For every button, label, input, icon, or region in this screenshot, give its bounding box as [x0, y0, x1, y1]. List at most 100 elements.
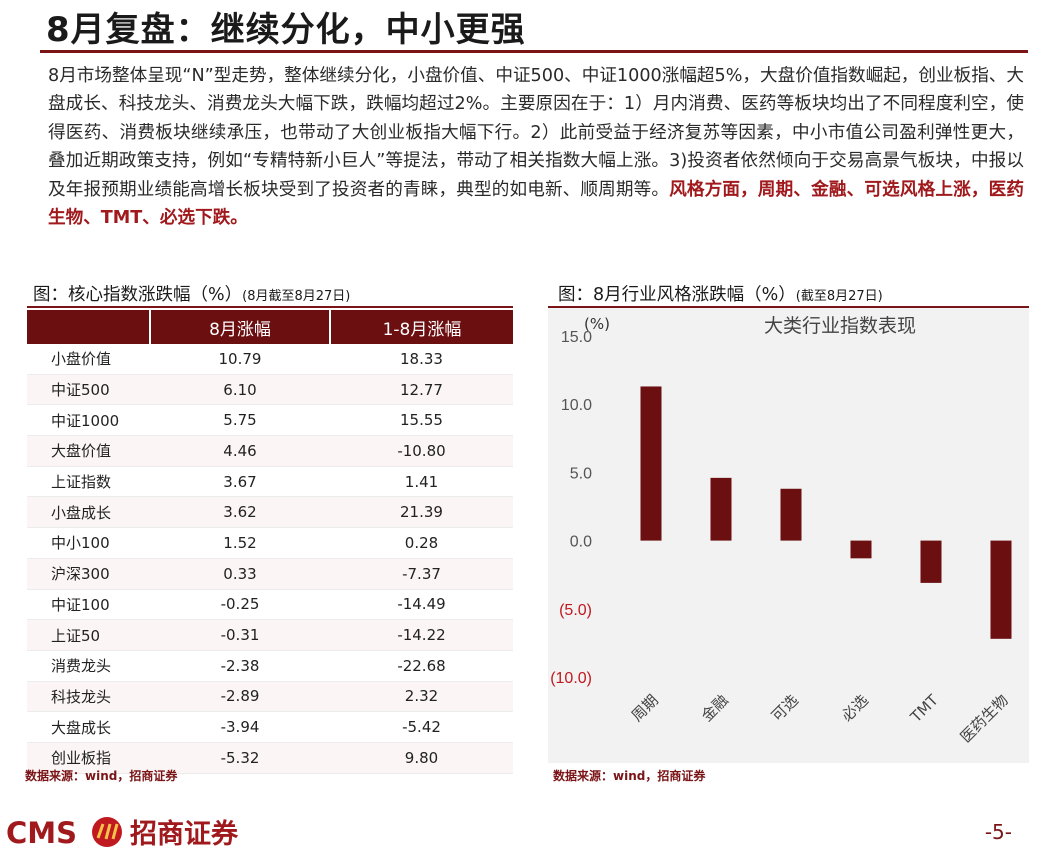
- bar-可选: [780, 488, 802, 541]
- table-row: 消费龙头 -2.38 -22.68: [27, 650, 513, 682]
- chart-source: 数据来源：wind，招商证券: [553, 769, 706, 783]
- cell-name: 小盘价值: [27, 344, 150, 375]
- cell-ytd: 9.80: [330, 742, 513, 774]
- cell-name: 上证指数: [27, 466, 150, 498]
- table-row: 中证500 6.10 12.77: [27, 374, 513, 406]
- table-row: 创业板指 -5.32 9.80: [27, 742, 513, 774]
- cell-aug: 5.75: [150, 404, 330, 437]
- bars: [640, 386, 1012, 639]
- table-row: 上证50 -0.31 -14.22: [27, 619, 513, 651]
- cell-aug: 1.52: [150, 527, 330, 559]
- cell-aug: -3.94: [150, 711, 330, 743]
- cell-aug: -5.32: [150, 742, 330, 774]
- brand-emblem-mark-icon: [96, 823, 119, 840]
- table-source: 数据来源：wind，招商证券: [25, 769, 178, 783]
- bar-chart: 大类行业指数表现 (%) 15.0 10.0 5.0 0.0 (5.0) (10.0) 周…: [550, 315, 1012, 747]
- cell-ytd: 12.77: [330, 374, 513, 406]
- cell-ytd: 2.32: [330, 681, 513, 713]
- x-category-label: 可选: [768, 691, 802, 725]
- page-number: -5-: [984, 820, 1012, 844]
- cell-aug: 3.62: [150, 496, 330, 529]
- table-row: 大盘价值 4.46 -10.80: [27, 435, 513, 467]
- summary-paragraph: 8月市场整体呈现“N”型走势，整体继续分化，小盘价值、中证500、中证1000涨…: [48, 62, 1024, 232]
- cell-ytd: -5.42: [330, 711, 513, 743]
- summary-text: 8月市场整体呈现“N”型走势，整体继续分化，小盘价值、中证500、中证1000涨…: [48, 66, 1024, 200]
- table-row: 中小100 1.52 0.28: [27, 527, 513, 559]
- cell-ytd: 18.33: [330, 344, 513, 375]
- cell-aug: 3.67: [150, 466, 330, 498]
- cell-ytd: -22.68: [330, 650, 513, 682]
- table-row: 科技龙头 -2.89 2.32: [27, 681, 513, 713]
- y-tick-label: 5.0: [570, 465, 592, 482]
- bar-医药生物: [990, 540, 1012, 639]
- cell-ytd: 21.39: [330, 496, 513, 529]
- cell-name: 创业板指: [27, 742, 150, 774]
- title-divider: [40, 50, 1028, 53]
- table-row: 上证指数 3.67 1.41: [27, 466, 513, 498]
- chart-panel-title: 图：8月行业风格涨跌幅（%）(截至8月27日): [558, 281, 883, 306]
- y-tick-label: 0.0: [570, 534, 592, 551]
- brand-en: CMS: [6, 816, 77, 850]
- table-row: 大盘成长 -3.94 -5.42: [27, 711, 513, 743]
- x-category-label: 必选: [838, 691, 872, 725]
- table-header-row: 8月涨幅 1-8月涨幅: [27, 310, 513, 344]
- chart-subtitle: (截至8月27日): [795, 289, 883, 304]
- cell-ytd: 1.41: [330, 466, 513, 498]
- cell-aug: 4.46: [150, 435, 330, 467]
- table-row: 中证100 -0.25 -14.49: [27, 589, 513, 621]
- chart-inner-title: 大类行业指数表现: [764, 315, 916, 337]
- page-title: 8月复盘：继续分化，中小更强: [46, 10, 526, 50]
- cell-ytd: 0.28: [330, 527, 513, 559]
- cell-ytd: 15.55: [330, 404, 513, 437]
- table-title: 图：核心指数涨跌幅（%）: [33, 285, 243, 305]
- cell-ytd: -7.37: [330, 558, 513, 590]
- bar-TMT: [920, 540, 942, 583]
- y-tick-label: (5.0): [559, 602, 592, 619]
- chart-title-rule: [548, 306, 1029, 308]
- cell-ytd: -10.80: [330, 435, 513, 467]
- x-category-label: 医药生物: [957, 691, 1012, 746]
- x-axis-labels: 周期 金融 可选 必选 TMT 医药生物: [628, 691, 1012, 747]
- bar-必选: [850, 540, 872, 559]
- brand-cn: 招商证券: [130, 818, 239, 850]
- cell-name: 大盘价值: [27, 435, 150, 467]
- cell-aug: -2.89: [150, 681, 330, 713]
- y-tick-label: 15.0: [561, 329, 592, 346]
- cell-aug: -0.25: [150, 589, 330, 621]
- cell-aug: 6.10: [150, 374, 330, 406]
- table-body: 小盘价值 10.79 18.33 中证500 6.10 12.77 中证1000 5.75 15…: [27, 344, 513, 774]
- header-ytd: 1-8月涨幅: [329, 310, 513, 344]
- cms-logo: CMS 招商证券: [6, 816, 239, 850]
- cell-name: 中证100: [27, 589, 150, 621]
- chart-area: 大类行业指数表现 (%) 15.0 10.0 5.0 0.0 (5.0) (10.0) 周…: [548, 308, 1029, 763]
- table-row: 中证1000 5.75 15.55: [27, 404, 513, 437]
- y-tick-label: (10.0): [550, 670, 592, 687]
- table-row: 小盘价值 10.79 18.33: [27, 344, 513, 375]
- index-table: 8月涨幅 1-8月涨幅 小盘价值 10.79 18.33 中证500 6.10 12.77…: [27, 310, 513, 774]
- y-tick-label: 10.0: [561, 397, 592, 414]
- cell-name: 小盘成长: [27, 496, 150, 529]
- chart-title: 图：8月行业风格涨跌幅（%）: [558, 285, 796, 305]
- x-category-label: 金融: [698, 691, 732, 725]
- bar-金融: [710, 477, 732, 541]
- cell-ytd: -14.49: [330, 589, 513, 621]
- cell-aug: 0.33: [150, 558, 330, 590]
- summary-emphasis: 风格方面，周期、金融、可选风格上涨，医药生物、TMT、必选下跌。: [48, 179, 1024, 229]
- cell-name: 上证50: [27, 619, 150, 651]
- header-name: [27, 310, 150, 344]
- cell-aug: -2.38: [150, 650, 330, 682]
- cell-ytd: -14.22: [330, 619, 513, 651]
- table-panel-title: 图：核心指数涨跌幅（%）(8月截至8月27日): [33, 281, 350, 306]
- x-category-label: 周期: [628, 691, 662, 725]
- table-title-rule: [27, 306, 513, 308]
- cell-name: 科技龙头: [27, 681, 150, 713]
- cell-name: 大盘成长: [27, 711, 150, 743]
- cell-name: 沪深300: [27, 558, 150, 590]
- x-category-label: TMT: [906, 691, 942, 727]
- table-row: 小盘成长 3.62 21.39: [27, 496, 513, 529]
- cell-name: 中小100: [27, 527, 150, 559]
- table-subtitle: (8月截至8月27日): [242, 289, 351, 304]
- cell-name: 中证500: [27, 374, 150, 406]
- y-axis-ticks: 15.0 10.0 5.0 0.0 (5.0) (10.0): [550, 329, 592, 687]
- header-aug: 8月涨幅: [149, 310, 330, 344]
